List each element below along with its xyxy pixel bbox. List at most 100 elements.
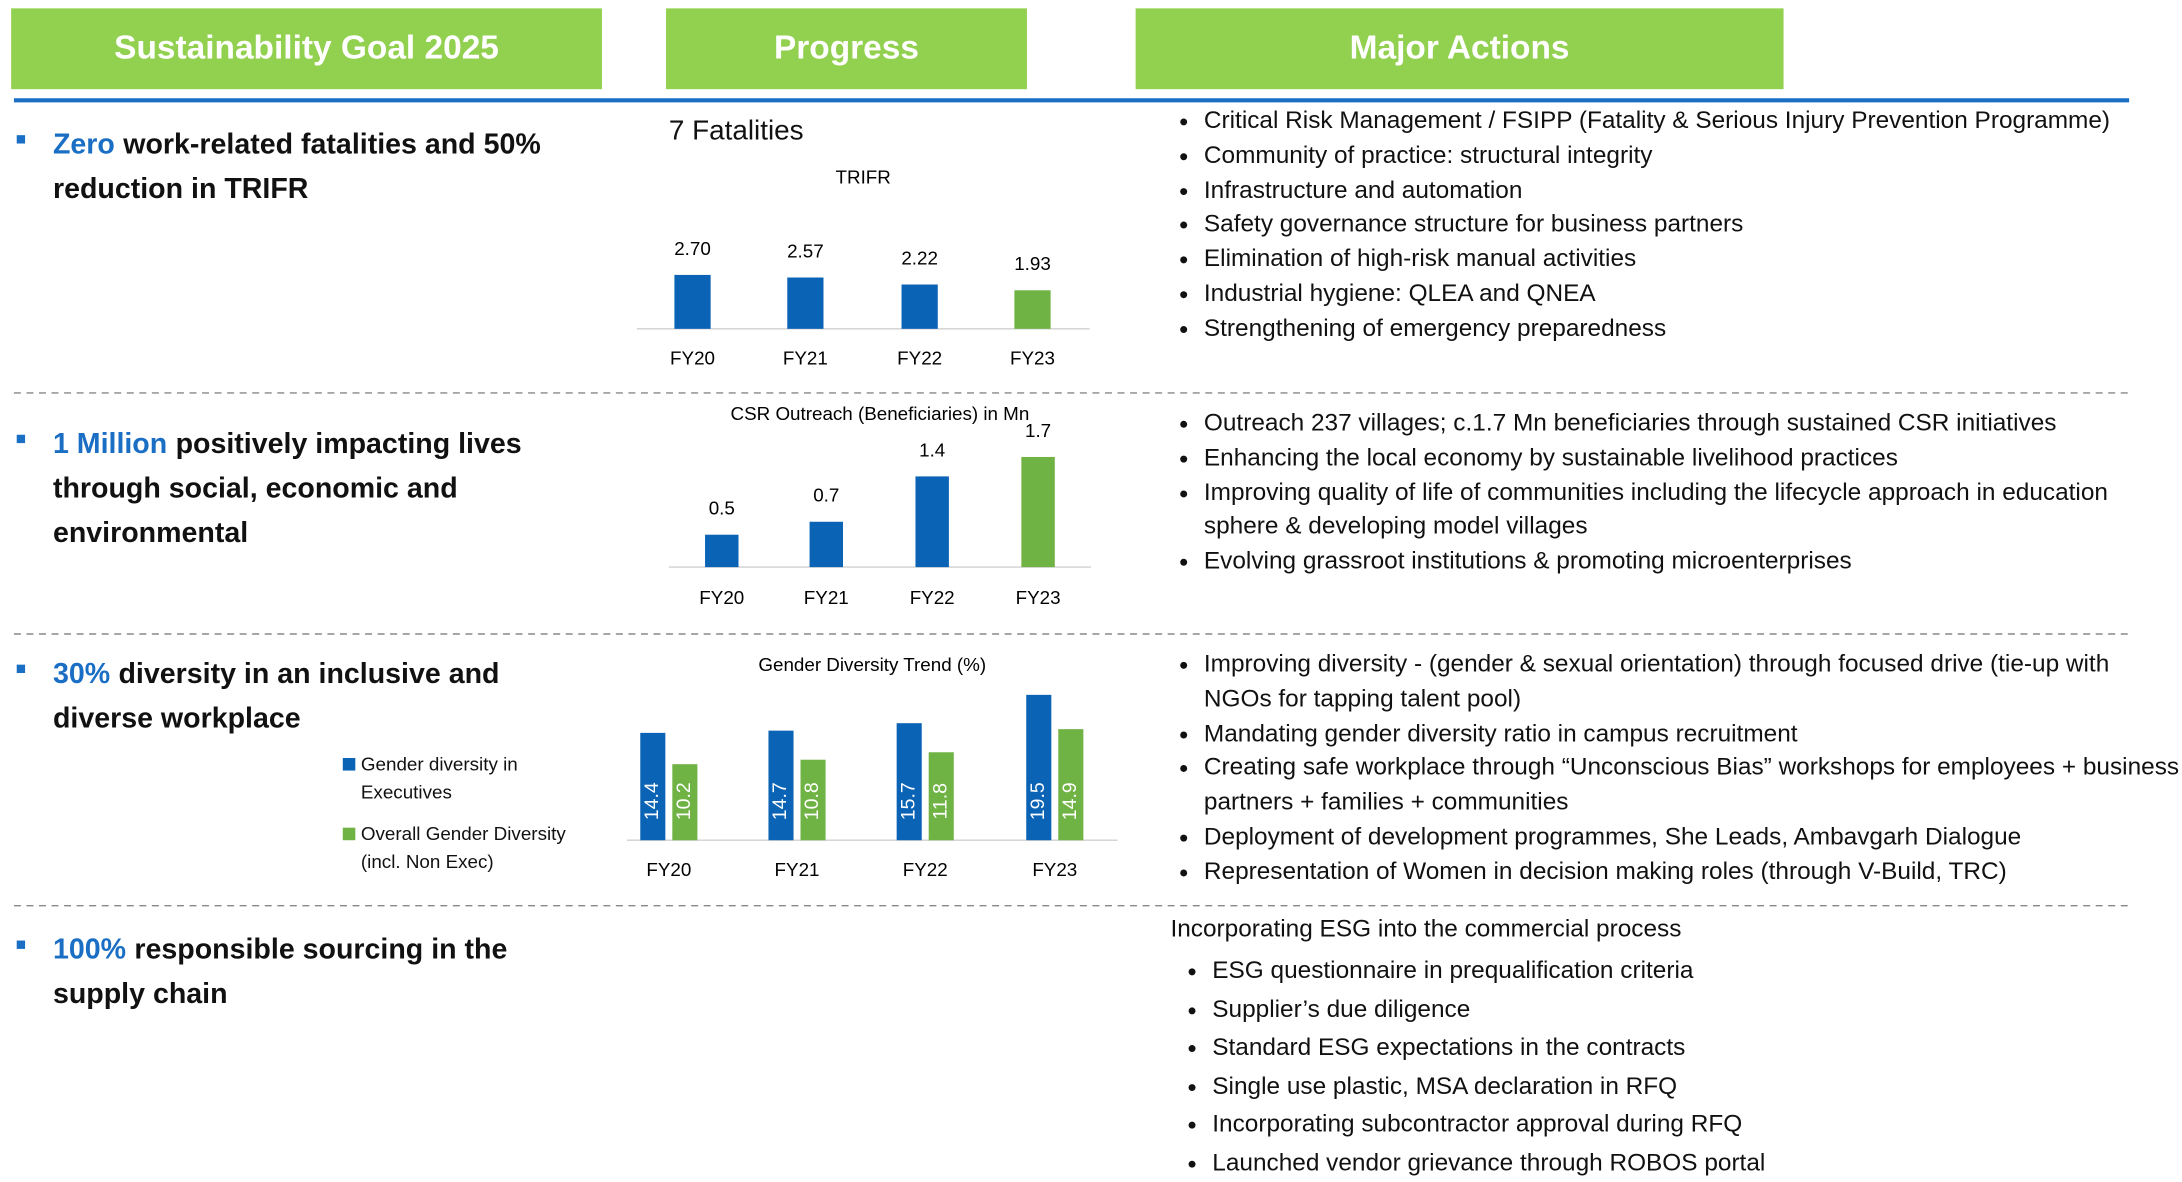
x-tick-label: FY20: [646, 859, 691, 880]
action-item: Enhancing the local economy by sustainab…: [1204, 440, 2179, 475]
action-item: Creating safe workplace through “Unconsc…: [1204, 750, 2179, 819]
x-tick-label: FY21: [783, 347, 828, 368]
bar: [1058, 729, 1084, 841]
value-label: 2.57: [787, 240, 824, 261]
value-label: 2.22: [901, 247, 938, 268]
goal-bullet: [16, 135, 26, 144]
actions-list: Critical Risk Management / FSIPP (Fatali…: [1170, 103, 2179, 345]
bar: [1014, 290, 1051, 329]
action-item: Infrastructure and automation: [1204, 172, 2179, 207]
header: Sustainability Goal 2025: [11, 8, 602, 90]
goal: Zero work-related fatalities and 50% redu…: [53, 123, 555, 212]
header: Progress: [666, 8, 1027, 90]
action-item: Industrial hygiene: QLEA and QNEA: [1204, 276, 2179, 311]
goal-bullet: [16, 664, 26, 674]
action-item: Outreach 237 villages; c.1.7 Mn benefici…: [1204, 405, 2179, 440]
bar: [768, 730, 794, 841]
value-label: 1.93: [1014, 253, 1051, 274]
action-item: Representation of Women in decision maki…: [1204, 854, 2179, 889]
goal-bullet: [16, 940, 26, 949]
actions-list: ESG questionnaire in prequalification cr…: [1179, 952, 2179, 1182]
goal: 100% responsible sourcing in the supply c…: [53, 928, 576, 1017]
value-label: 15.7: [897, 782, 919, 820]
action-item: Deployment of development programmes, Sh…: [1204, 819, 2179, 854]
action-item: Launched vendor grievance through ROBOS …: [1212, 1144, 2179, 1182]
value-label: 14.7: [769, 782, 791, 820]
x-tick-label: FY21: [775, 859, 820, 880]
action-item: Improving diversity - (gender & sexual o…: [1204, 647, 2179, 716]
chart-title: TRIFR: [836, 166, 891, 187]
bar: [809, 521, 844, 568]
action-item: Single use plastic, MSA declaration in R…: [1212, 1067, 2179, 1105]
bar: [674, 274, 711, 329]
goal-highlight: Zero: [52, 128, 115, 161]
action-item: Strengthening of emergency preparedness: [1204, 310, 2179, 345]
value-label: 11.8: [929, 783, 951, 820]
x-tick-label: FY23: [1032, 859, 1077, 880]
action-item: Incorporating subcontractor approval dur…: [1212, 1105, 2179, 1143]
chart-title: Gender Diversity Trend (%): [758, 654, 986, 675]
legend-item: Gender diversity in Executives: [342, 751, 608, 807]
x-tick-label: FY23: [1016, 587, 1061, 608]
goal: 30% diversity in an inclusive and diverse…: [53, 652, 506, 741]
bar: [800, 759, 826, 841]
x-tick-label: FY23: [1010, 347, 1055, 368]
bar: [705, 534, 739, 568]
value-label: 14.9: [1059, 782, 1081, 820]
goal-text: diversity in an inclusive and diverse wo…: [52, 657, 500, 735]
bar: [672, 764, 698, 841]
chart-title: CSR Outreach (Beneficiaries) in Mn: [731, 403, 1030, 424]
actions-list: Outreach 237 villages; c.1.7 Mn benefici…: [1170, 405, 2179, 578]
header: Major Actions: [1135, 8, 1784, 90]
value-label: 1.4: [919, 439, 945, 460]
legend-label: Overall Gender Diversity (incl. Non Exec…: [360, 823, 566, 873]
goal-text: work-related fatalities and 50% reductio…: [52, 128, 541, 205]
bar: [640, 732, 666, 841]
action-item: Evolving grassroot institutions & promot…: [1204, 544, 2179, 579]
goal-highlight: 30%: [52, 657, 111, 690]
goal-text: responsible sourcing in the supply chain: [52, 933, 508, 1011]
action-item: Improving quality of life of communities…: [1204, 475, 2179, 544]
x-tick-label: FY21: [804, 587, 849, 608]
value-label: 10.2: [673, 782, 695, 820]
bar: [915, 476, 949, 568]
legend-swatch: [342, 758, 356, 771]
action-item: Critical Risk Management / FSIPP (Fatali…: [1204, 103, 2179, 138]
action-item: Elimination of high-risk manual activiti…: [1204, 241, 2179, 276]
value-label: 2.70: [674, 238, 711, 259]
goal-text: positively impacting lives through socia…: [52, 427, 522, 549]
action-item: Mandating gender diversity ratio in camp…: [1204, 716, 2179, 751]
bar: [901, 284, 938, 329]
value-label: 1.7: [1025, 420, 1051, 441]
progress-note: 7 Fatalities: [668, 115, 804, 147]
action-item: ESG questionnaire in prequalification cr…: [1212, 952, 2179, 990]
x-tick-label: FY22: [910, 587, 955, 608]
goal: 1 Million positively impacting lives thro…: [53, 422, 603, 556]
legend: Gender diversity in Executives Overall Ge…: [342, 751, 608, 890]
x-tick-label: FY20: [699, 587, 744, 608]
x-tick-label: FY22: [897, 347, 942, 368]
legend-swatch: [342, 827, 356, 841]
value-label: 0.5: [709, 498, 735, 519]
value-label: 0.7: [813, 485, 839, 506]
value-label: 19.5: [1027, 782, 1049, 820]
x-tick-label: FY20: [670, 347, 715, 368]
bar: [787, 277, 824, 329]
legend-label: Gender diversity in Executives: [360, 753, 518, 803]
action-item: Safety governance structure for business…: [1204, 207, 2179, 242]
bar: [896, 723, 922, 841]
goal-highlight: 100%: [52, 933, 127, 966]
bar: [928, 752, 954, 841]
value-label: 10.8: [801, 782, 823, 820]
action-item: Standard ESG expectations in the contrac…: [1212, 1029, 2179, 1067]
bar: [1021, 456, 1055, 568]
goal-bullet: [16, 434, 26, 444]
actions-list: Improving diversity - (gender & sexual o…: [1170, 647, 2179, 889]
action-item: Supplier’s due diligence: [1212, 990, 2179, 1028]
value-label: 14.4: [641, 782, 663, 820]
legend-item: Overall Gender Diversity (incl. Non Exec…: [342, 821, 608, 877]
action-item: Community of practice: structural integr…: [1204, 138, 2179, 173]
